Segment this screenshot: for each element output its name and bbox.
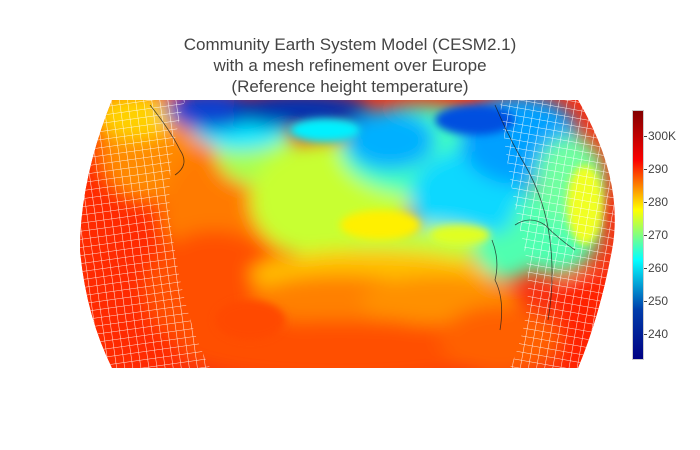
coastlines (149, 104, 576, 331)
colorbar-tick-label: 290 (643, 162, 669, 177)
colorbar-tick-label: 280 (643, 195, 669, 210)
colorbar-tick-label: 270 (643, 228, 669, 242)
colorbar-tick-label: 300K (643, 129, 677, 144)
colorbar (632, 110, 644, 360)
colorbar-gradient (633, 110, 643, 360)
colorbar-tick-label: 250 (643, 293, 669, 308)
colorbar-tick-label: 260 (643, 260, 669, 275)
title-line-1: Community Earth System Model (CESM2.1) (183, 35, 517, 54)
figure-title: Community Earth System Model (CESM2.1) w… (0, 34, 700, 97)
title-line-3: (Reference height temperature) (231, 77, 469, 96)
title-line-2: with a mesh refinement over Europe (213, 56, 487, 75)
colorbar-tick-label: 240 (643, 326, 669, 341)
map-field (80, 100, 615, 368)
